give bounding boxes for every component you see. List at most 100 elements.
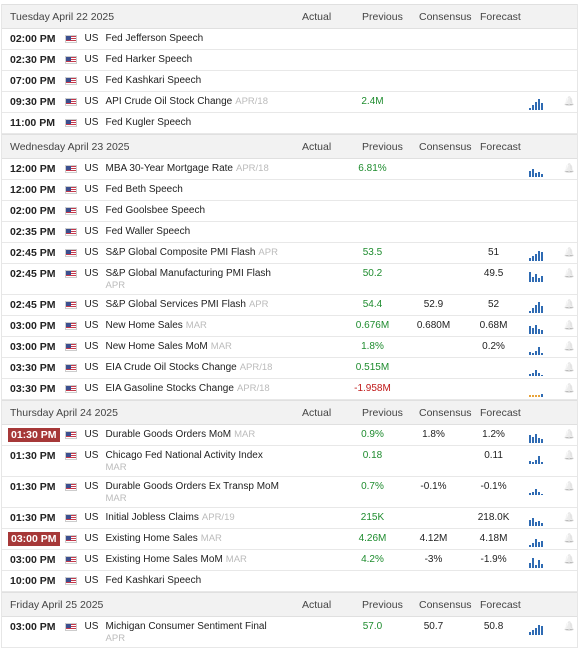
event-name-text[interactable]: MBA 30-Year Mortgage Rate [105, 163, 233, 174]
event-name[interactable]: Fed Jefferson Speech [106, 33, 293, 45]
event-row[interactable]: 02:45 PM US S&P Global Services PMI Flash A… [2, 295, 577, 316]
event-name[interactable]: S&P Global Manufacturing PMI Flash APR [106, 268, 293, 292]
mini-chart-icon[interactable] [529, 226, 556, 240]
bell-icon[interactable]: 🔔 [563, 481, 575, 491]
event-name[interactable]: Initial Jobless Claims APR/19 [106, 512, 293, 524]
event-name-text[interactable]: Michigan Consumer Sentiment Final [105, 621, 267, 632]
event-name-text[interactable]: EIA Crude Oil Stocks Change [105, 362, 237, 373]
bell-icon[interactable]: 🔔 [563, 621, 575, 631]
event-name-text[interactable]: S&P Global Manufacturing PMI Flash [105, 268, 271, 279]
bell-icon[interactable]: 🔔 [563, 268, 575, 278]
mini-chart-icon[interactable] [529, 96, 556, 110]
mini-chart-icon[interactable] [529, 341, 556, 355]
mini-chart-icon[interactable] [529, 320, 556, 334]
event-name-text[interactable]: Fed Kashkari Speech [105, 75, 202, 86]
event-row[interactable]: 01:30 PM US Durable Goods Orders Ex Transp… [2, 477, 577, 508]
event-name[interactable]: Existing Home Sales MoM MAR [106, 554, 293, 566]
bell-icon[interactable]: 🔔 [563, 429, 575, 439]
event-row[interactable]: 12:00 PM US MBA 30-Year Mortgage Rate APR/1… [2, 159, 577, 180]
event-row[interactable]: 03:00 PM US Michigan Consumer Sentiment Fi… [2, 617, 577, 648]
bell-icon[interactable]: 🔔 [563, 247, 575, 257]
event-name-text[interactable]: Durable Goods Orders MoM [105, 429, 232, 440]
event-name-text[interactable]: Fed Kugler Speech [105, 117, 192, 128]
bell-icon[interactable]: 🔔 [563, 383, 575, 393]
event-row[interactable]: 12:00 PM US Fed Beth Speech [2, 180, 577, 201]
mini-chart-icon[interactable] [529, 33, 556, 47]
event-row[interactable]: 03:00 PM US New Home Sales MoM MAR 1.8% 0.2% 🔔 [2, 337, 577, 358]
bell-icon[interactable]: 🔔 [563, 163, 575, 173]
mini-chart-icon[interactable] [529, 383, 556, 397]
event-row[interactable]: 02:45 PM US S&P Global Composite PMI Flash… [2, 243, 577, 264]
event-name[interactable]: EIA Crude Oil Stocks Change APR/18 [106, 362, 293, 374]
event-name[interactable]: Fed Kugler Speech [106, 117, 293, 129]
event-name[interactable]: Fed Kashkari Speech [106, 575, 293, 587]
mini-chart-icon[interactable] [529, 75, 556, 89]
event-name[interactable]: Fed Goolsbee Speech [106, 205, 293, 217]
event-row[interactable]: 01:30 PM US Durable Goods Orders MoM MAR 0.9… [2, 425, 577, 446]
mini-chart-icon[interactable] [529, 575, 556, 589]
event-row[interactable]: 03:30 PM US EIA Gasoline Stocks Change APR/… [2, 379, 577, 400]
bell-icon[interactable]: 🔔 [563, 362, 575, 372]
bell-icon[interactable]: 🔔 [563, 533, 575, 543]
mini-chart-icon[interactable] [529, 184, 556, 198]
event-row[interactable]: 09:30 PM US API Crude Oil Stock Change APR/… [2, 92, 577, 113]
event-name-text[interactable]: Existing Home Sales MoM [105, 554, 223, 565]
event-name-text[interactable]: API Crude Oil Stock Change [105, 96, 233, 107]
event-name[interactable]: Fed Beth Speech [106, 184, 293, 196]
event-name-text[interactable]: EIA Gasoline Stocks Change [105, 383, 234, 394]
event-row[interactable]: 03:00 PM US Existing Home Sales MAR 4.26M 4.1… [2, 529, 577, 550]
mini-chart-icon[interactable] [529, 450, 556, 464]
event-row[interactable]: 02:30 PM US Fed Harker Speech [2, 50, 577, 71]
bell-icon[interactable]: 🔔 [563, 299, 575, 309]
event-name[interactable]: S&P Global Services PMI Flash APR [106, 299, 293, 311]
event-name[interactable]: Durable Goods Orders Ex Transp MoM MAR [106, 481, 293, 505]
event-name-text[interactable]: S&P Global Composite PMI Flash [105, 247, 256, 258]
event-row[interactable]: 02:45 PM US S&P Global Manufacturing PMI F… [2, 264, 577, 295]
event-name[interactable]: New Home Sales MAR [106, 320, 293, 332]
event-name-text[interactable]: Initial Jobless Claims [105, 512, 199, 523]
event-row[interactable]: 01:30 PM US Chicago Fed National Activity … [2, 446, 577, 477]
mini-chart-icon[interactable] [529, 429, 556, 443]
event-name[interactable]: EIA Gasoline Stocks Change APR/18 [106, 383, 293, 395]
event-row[interactable]: 02:00 PM US Fed Jefferson Speech [2, 29, 577, 50]
event-name[interactable]: Fed Kashkari Speech [106, 75, 293, 87]
event-row[interactable]: 01:30 PM US Initial Jobless Claims APR/19 21… [2, 508, 577, 529]
bell-icon[interactable]: 🔔 [563, 320, 575, 330]
event-row[interactable]: 11:00 PM US Fed Kugler Speech [2, 113, 577, 134]
mini-chart-icon[interactable] [529, 163, 556, 177]
event-row[interactable]: 02:35 PM US Fed Waller Speech [2, 222, 577, 243]
event-name[interactable]: Michigan Consumer Sentiment Final APR [106, 621, 293, 645]
event-name-text[interactable]: S&P Global Services PMI Flash [105, 299, 246, 310]
mini-chart-icon[interactable] [529, 621, 556, 635]
event-row[interactable]: 07:00 PM US Fed Kashkari Speech [2, 71, 577, 92]
event-name-text[interactable]: Fed Kashkari Speech [105, 575, 202, 586]
event-name-text[interactable]: New Home Sales MoM [105, 341, 208, 352]
mini-chart-icon[interactable] [529, 362, 556, 376]
event-name[interactable]: Chicago Fed National Activity Index MAR [106, 450, 293, 474]
mini-chart-icon[interactable] [529, 268, 556, 282]
event-name-text[interactable]: Fed Goolsbee Speech [105, 205, 206, 216]
event-name-text[interactable]: Fed Jefferson Speech [105, 33, 204, 44]
event-row[interactable]: 02:00 PM US Fed Goolsbee Speech [2, 201, 577, 222]
event-name-text[interactable]: Chicago Fed National Activity Index [105, 450, 263, 461]
mini-chart-icon[interactable] [529, 205, 556, 219]
mini-chart-icon[interactable] [529, 533, 556, 547]
event-name[interactable]: Fed Waller Speech [106, 226, 293, 238]
bell-icon[interactable]: 🔔 [563, 512, 575, 522]
mini-chart-icon[interactable] [529, 554, 556, 568]
mini-chart-icon[interactable] [529, 247, 556, 261]
event-name[interactable]: MBA 30-Year Mortgage Rate APR/18 [106, 163, 293, 175]
mini-chart-icon[interactable] [529, 117, 556, 131]
event-row[interactable]: 10:00 PM US Fed Kashkari Speech [2, 571, 577, 592]
event-name[interactable]: S&P Global Composite PMI Flash APR [106, 247, 293, 259]
mini-chart-icon[interactable] [529, 481, 556, 495]
event-name[interactable]: Existing Home Sales MAR [106, 533, 293, 545]
event-name-text[interactable]: Existing Home Sales [105, 533, 198, 544]
event-name-text[interactable]: Durable Goods Orders Ex Transp MoM [105, 481, 279, 492]
event-name[interactable]: Durable Goods Orders MoM MAR [106, 429, 293, 441]
mini-chart-icon[interactable] [529, 299, 556, 313]
event-name-text[interactable]: Fed Beth Speech [105, 184, 183, 195]
bell-icon[interactable]: 🔔 [563, 554, 575, 564]
event-row[interactable]: 03:00 PM US New Home Sales MAR 0.676M 0.680M 0… [2, 316, 577, 337]
event-name[interactable]: API Crude Oil Stock Change APR/18 [106, 96, 293, 108]
